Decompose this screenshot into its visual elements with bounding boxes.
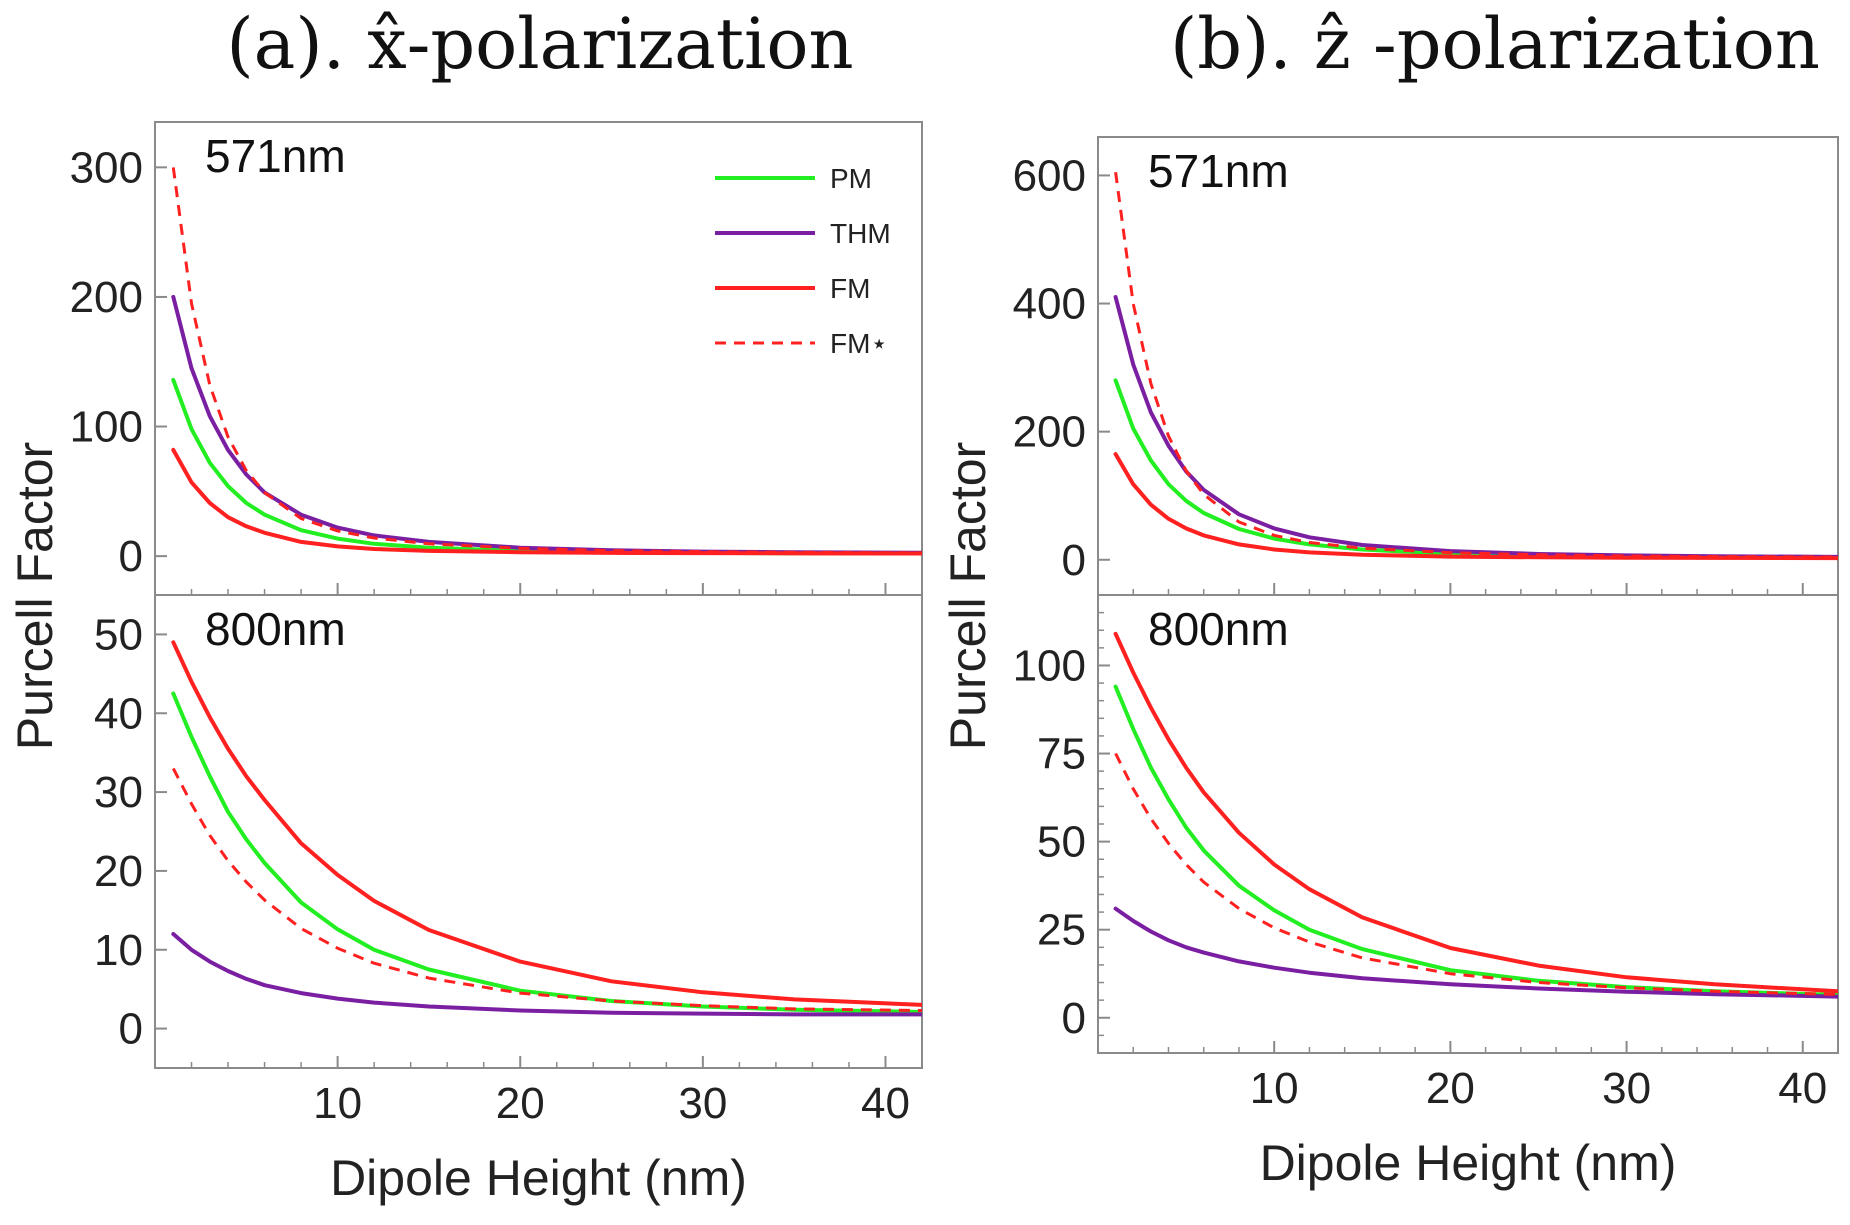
- panel-b-571nm-wavelength-label: 571nm: [1148, 145, 1289, 197]
- panel-b-800nm-series-thm: [1113, 906, 1838, 999]
- panel-a-571nm-series-thm: [171, 294, 922, 555]
- panel-a-title: (a). x̂-polarization: [226, 3, 853, 85]
- panel-b-xtick-label: 30: [1602, 1064, 1651, 1113]
- panel-a-571nm-ytick-label: 0: [119, 532, 143, 581]
- panel-b-800nm-series-pm: [1113, 684, 1838, 997]
- panel-a-800nm-series-pm: [171, 691, 922, 1014]
- panel-b-571nm-curves: [1113, 172, 1838, 561]
- panel-a-800nm-ytick-label: 40: [94, 689, 143, 738]
- panel-a-800nm-series-fmstar: [171, 767, 922, 1012]
- panel-b-800nm-ytick-label: 75: [1037, 730, 1086, 779]
- panel-b-y-axis-title: Purcell Factor: [940, 442, 996, 750]
- panel-a-800nm-ytick-label: 50: [94, 610, 143, 659]
- panel-b-571nm-ytick-label: 200: [1013, 408, 1086, 457]
- panel-a-571nm-series-pm: [171, 377, 922, 556]
- panel-a-571nm-curves: [171, 167, 922, 556]
- panel-b-800nm-ytick-label: 50: [1037, 818, 1086, 867]
- panel-b-571nm-series-thm: [1113, 295, 1838, 559]
- panel-a-571nm-ytick-label: 100: [70, 403, 143, 452]
- panel-b-571nm-ytick-label: 600: [1013, 151, 1086, 200]
- panel-a-571nm-series-fmstar: [171, 167, 922, 555]
- panel-b-571nm-frame: [1097, 136, 1839, 596]
- panel-b-800nm-series-fm: [1113, 631, 1838, 994]
- panel-b-571nm-ytick-label: 0: [1062, 536, 1086, 585]
- panel-b-571nm-ytick-label: 400: [1013, 280, 1086, 329]
- panel-b-800nm-subplot: 0 25 50 75 100 800nm: [1013, 594, 1839, 1054]
- panel-b: (b). ẑ -polarization 0 200 400 600 571nm 0 25 50…: [940, 3, 1839, 1191]
- panel-b-800nm-ytick-label: 0: [1062, 994, 1086, 1043]
- panel-b-571nm-subplot: 0 200 400 600 571nm: [1013, 136, 1839, 596]
- panel-a-800nm-ytick-label: 30: [94, 768, 143, 817]
- panel-a-800nm-subplot: 0 10 20 30 40 50 800nm: [94, 594, 923, 1069]
- panel-a-571nm-series-fm: [171, 447, 922, 556]
- panel-a-800nm-frame: [154, 594, 923, 1069]
- panel-a-571nm-frame: [154, 121, 923, 596]
- panel-a-800nm-ytick-label: 0: [119, 1005, 143, 1054]
- panel-b-800nm-ytick-label: 100: [1013, 641, 1086, 690]
- panel-a-y-axis-title: Purcell Factor: [7, 442, 63, 750]
- panel-b-x-axis-title: Dipole Height (nm): [1260, 1135, 1677, 1191]
- legend-item-thm-label: THM: [830, 218, 891, 249]
- panel-b-571nm-series-fm: [1113, 452, 1838, 561]
- panel-b-571nm-series-pm: [1113, 378, 1838, 560]
- panel-a-800nm-ytick-label: 20: [94, 847, 143, 896]
- panel-a-xtick-label: 30: [678, 1079, 727, 1128]
- panel-a-800nm-series-thm: [171, 932, 922, 1017]
- panel-b-800nm-curves: [1113, 631, 1838, 999]
- panel-a-xtick-label: 10: [313, 1079, 362, 1128]
- panel-b-800nm-ytick-label: 25: [1037, 906, 1086, 955]
- panel-b-571nm-series-fmstar: [1114, 172, 1838, 559]
- panel-a: (a). x̂-polarization 0 100 200 300 571nm 0 10 20…: [7, 3, 923, 1206]
- panel-a-800nm-curves: [171, 640, 922, 1017]
- legend-item-fm-label: FM: [830, 273, 870, 304]
- legend-item-pm-label: PM: [830, 163, 872, 194]
- legend-item-fm: FM: [715, 273, 870, 304]
- panel-b-title: (b). ẑ -polarization: [1170, 3, 1820, 85]
- panel-a-571nm-ytick-label: 300: [70, 143, 143, 192]
- legend-item-thm: THM: [715, 218, 891, 249]
- panel-b-xtick-label: 10: [1250, 1064, 1299, 1113]
- panel-b-xtick-label: 20: [1426, 1064, 1475, 1113]
- panel-a-xtick-label: 20: [496, 1079, 545, 1128]
- legend: PM THM FM FM⋆: [715, 163, 891, 359]
- panel-a-xtick-label: 40: [861, 1079, 910, 1128]
- legend-item-pm: PM: [715, 163, 872, 194]
- legend-item-fmstar: FM⋆: [715, 328, 888, 359]
- panel-a-800nm-ytick-label: 10: [94, 926, 143, 975]
- panel-a-571nm-wavelength-label: 571nm: [205, 130, 346, 182]
- legend-item-fmstar-label: FM⋆: [830, 328, 888, 359]
- panel-a-x-axis-title: Dipole Height (nm): [330, 1150, 747, 1206]
- panel-b-xtick-label: 40: [1778, 1064, 1827, 1113]
- panel-b-800nm-wavelength-label: 800nm: [1148, 603, 1289, 655]
- panel-a-571nm-ytick-label: 200: [70, 273, 143, 322]
- panel-b-800nm-series-fmstar: [1114, 752, 1838, 996]
- panel-a-800nm-wavelength-label: 800nm: [205, 603, 346, 655]
- panel-a-800nm-series-fm: [171, 640, 922, 1007]
- panel-a-571nm-subplot: 0 100 200 300 571nm: [70, 121, 923, 596]
